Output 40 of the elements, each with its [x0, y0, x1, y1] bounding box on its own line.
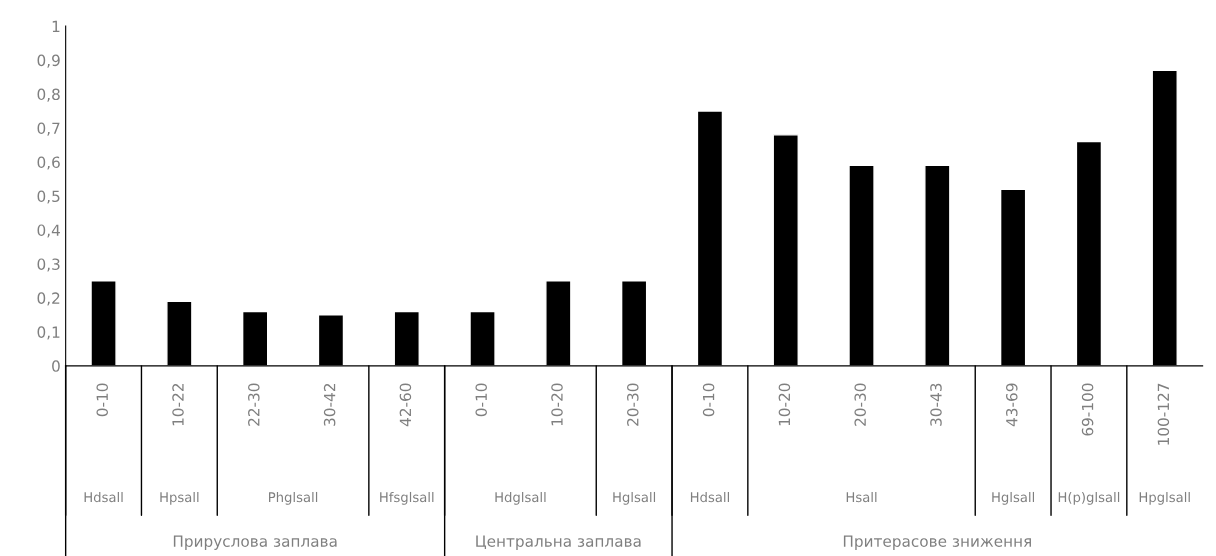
y-tick-label: 0,7	[37, 122, 60, 136]
y-tick-label: 0,5	[37, 190, 60, 204]
x-tick-label: 22-30	[248, 383, 260, 426]
text: Hsall	[846, 491, 877, 503]
text: Hfsglsall	[380, 491, 434, 505]
y-tick-label: 0,9	[37, 54, 60, 68]
x-tick-label: 30-42	[323, 384, 336, 426]
text: H(p)glsall	[1058, 491, 1120, 505]
x-tick-label: 10-20	[778, 383, 791, 426]
x-tick-label: 100-127	[1157, 383, 1170, 445]
x-tick-label: 10-20	[551, 383, 563, 426]
text: Hglsall	[613, 491, 656, 505]
text: Hdglsall	[495, 491, 546, 505]
text: Центральна заплава	[476, 535, 641, 550]
text: Hpsall	[160, 491, 199, 505]
text: Phglsall	[269, 491, 318, 505]
y-tick-label: 0,4	[37, 224, 60, 238]
x-tick-label: 30-43	[930, 383, 942, 426]
x-tick-label: 10-22	[172, 384, 184, 426]
x-tick-label: 0-10	[702, 383, 715, 417]
y-tick-label: 0,8	[37, 88, 60, 102]
y-tick-label: 0,6	[37, 156, 60, 170]
x-tick-label: 69-100	[1081, 383, 1094, 436]
y-tick-label: 0,3	[37, 258, 60, 272]
x-tick-label: 20-30	[854, 383, 866, 426]
y-tick-label: 0,1	[37, 326, 60, 340]
x-tick-label: 0-10	[96, 383, 108, 417]
y-tick-label: 0,2	[37, 292, 60, 306]
text: Hglsall	[992, 491, 1035, 505]
text: Притерасове зниження	[843, 535, 1031, 550]
y-tick-label: 0	[52, 360, 60, 372]
text: Hdsall	[84, 491, 123, 503]
text: Hpglsall	[1139, 491, 1190, 505]
x-tick-label: 20-30	[627, 383, 639, 426]
text: Прируслова заплава	[173, 535, 337, 550]
y-tick-label: 1	[52, 20, 60, 32]
x-tick-label: 42-60	[399, 383, 412, 427]
text: Hdsall	[690, 491, 729, 503]
x-tick-label: 43-69	[1006, 383, 1018, 427]
x-tick-label: 0-10	[475, 383, 487, 417]
